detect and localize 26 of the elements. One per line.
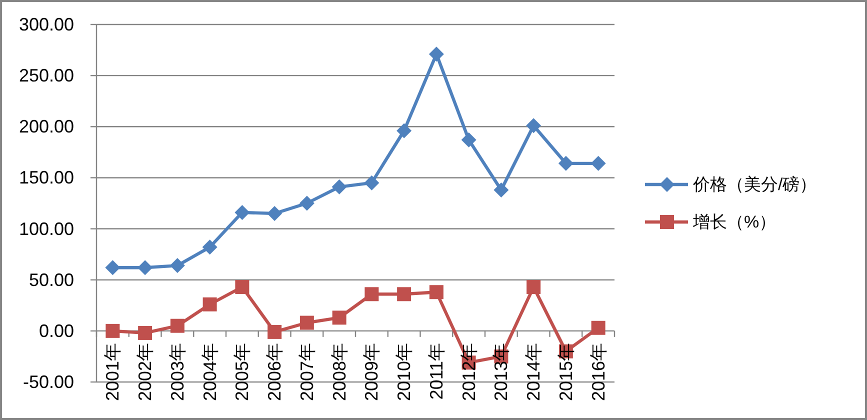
x-tick-label: 2009年 bbox=[362, 342, 382, 401]
legend-label: 价格（美分/磅） bbox=[692, 175, 817, 194]
y-tick-label: 100.00 bbox=[18, 218, 74, 239]
x-tick-label: 2012年 bbox=[458, 342, 479, 401]
x-tick-label: 2007年 bbox=[296, 342, 317, 401]
x-tick-label: 2003年 bbox=[167, 342, 188, 401]
x-tick-label: 2011年 bbox=[426, 342, 446, 400]
x-tick-label: 2008年 bbox=[329, 342, 350, 401]
y-tick-label: 150.00 bbox=[18, 168, 74, 188]
x-tick-label: 2004年 bbox=[200, 342, 220, 401]
x-tick-label: 2001年 bbox=[102, 342, 123, 401]
y-tick-label: 200.00 bbox=[18, 116, 74, 137]
legend-label: 增长（%） bbox=[692, 212, 776, 232]
x-tick-label: 2014年 bbox=[524, 342, 544, 401]
x-tick-label: 2015年 bbox=[556, 342, 576, 401]
y-tick-label: 50.00 bbox=[28, 270, 74, 290]
y-tick-label: 0.00 bbox=[38, 320, 74, 341]
x-tick-label: 2016年 bbox=[588, 342, 608, 401]
x-tick-label: 2005年 bbox=[232, 342, 252, 401]
x-tick-label: 2002年 bbox=[135, 342, 156, 401]
y-tick-label: -50.00 bbox=[22, 372, 74, 392]
y-tick-label: 250.00 bbox=[18, 66, 74, 86]
y-tick-label: 300.00 bbox=[18, 14, 74, 34]
x-tick-label: 2013年 bbox=[491, 342, 512, 401]
x-tick-label: 2006年 bbox=[264, 342, 285, 401]
x-tick-label: 2010年 bbox=[394, 342, 414, 401]
